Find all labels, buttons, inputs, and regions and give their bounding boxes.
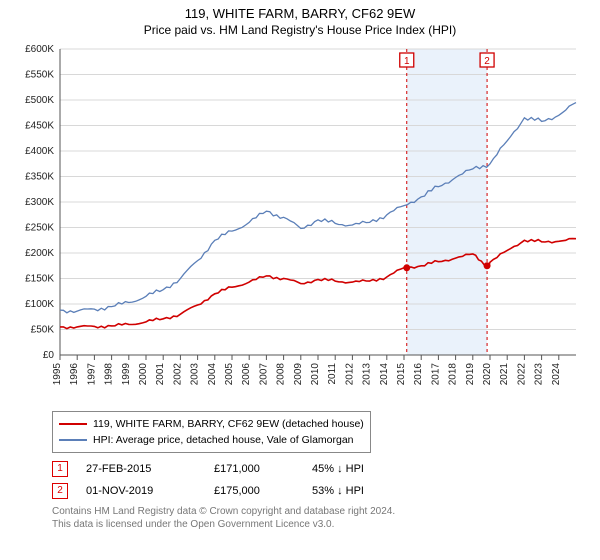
legend-label: 119, WHITE FARM, BARRY, CF62 9EW (detach…	[93, 416, 364, 432]
y-tick-label: £150K	[25, 274, 54, 285]
chart-container: £0 £50K £100K £150K £200K £250K £300K £350K £400…	[16, 45, 584, 405]
x-tick-label: 2000	[138, 363, 149, 386]
sale-price: £171,000	[214, 463, 294, 475]
x-tick-label: 2018	[448, 363, 459, 386]
y-tick-label: £550K	[25, 70, 54, 81]
x-tick-label: 2020	[482, 363, 493, 386]
y-tick-label: £450K	[25, 121, 54, 132]
sale-hpi-delta: 45% ↓ HPI	[312, 463, 412, 475]
x-tick-label: 2001	[155, 363, 166, 386]
x-tick-label: 2016	[413, 363, 424, 386]
x-tick-label: 1995	[52, 363, 63, 386]
x-tick-label: 2004	[207, 363, 218, 386]
x-tick-label: 1997	[86, 363, 97, 386]
y-tick-label: £0	[43, 350, 55, 361]
x-tick-label: 2017	[430, 363, 441, 386]
x-tick-label: 1999	[121, 363, 132, 386]
legend-label: HPI: Average price, detached house, Vale…	[93, 432, 354, 448]
legend-swatch	[59, 423, 87, 425]
y-tick-label: £100K	[25, 299, 54, 310]
x-tick-label: 2023	[534, 363, 545, 386]
legend-swatch	[59, 439, 87, 441]
y-tick-label: £350K	[25, 172, 54, 183]
y-tick-label: £200K	[25, 248, 54, 259]
attribution-line1: Contains HM Land Registry data © Crown c…	[52, 505, 584, 518]
x-tick-label: 2011	[327, 363, 338, 385]
x-tick-label: 2024	[551, 363, 562, 386]
y-tick-label: £600K	[25, 45, 54, 55]
chart-title: 119, WHITE FARM, BARRY, CF62 9EW	[0, 0, 600, 21]
x-tick-label: 2008	[276, 363, 287, 386]
x-tick-label: 2015	[396, 363, 407, 386]
y-tick-label: £50K	[31, 325, 55, 336]
sale-price: £175,000	[214, 485, 294, 497]
sale-hpi-delta: 53% ↓ HPI	[312, 485, 412, 497]
sales-list: 1 27-FEB-2015 £171,000 45% ↓ HPI 2 01-NOV-201…	[52, 461, 584, 499]
x-tick-label: 2007	[258, 363, 269, 386]
x-tick-label: 2012	[344, 363, 355, 386]
sale-marker-icon: 1	[52, 461, 68, 477]
y-tick-label: £250K	[25, 223, 54, 234]
sale-marker-icon: 2	[52, 483, 68, 499]
x-tick-label: 2006	[241, 363, 252, 386]
x-tick-label: 2013	[362, 363, 373, 386]
x-tick-label: 2022	[516, 363, 527, 386]
x-tick-label: 2010	[310, 363, 321, 386]
sale-date: 27-FEB-2015	[86, 463, 196, 475]
y-tick-label: £400K	[25, 146, 54, 157]
x-tick-label: 1998	[104, 363, 115, 386]
sale-row: 2 01-NOV-2019 £175,000 53% ↓ HPI	[52, 483, 584, 499]
x-tick-label: 2002	[172, 363, 183, 386]
sale-marker-label: 2	[484, 56, 490, 67]
x-tick-label: 2019	[465, 363, 476, 386]
series-hpi	[60, 103, 576, 313]
legend-item: 119, WHITE FARM, BARRY, CF62 9EW (detach…	[59, 416, 364, 432]
price-chart: £0 £50K £100K £150K £200K £250K £300K £350K £400…	[16, 45, 584, 405]
sale-row: 1 27-FEB-2015 £171,000 45% ↓ HPI	[52, 461, 584, 477]
attribution: Contains HM Land Registry data © Crown c…	[52, 505, 584, 531]
x-tick-label: 1996	[69, 363, 80, 386]
x-tick-label: 2005	[224, 363, 235, 386]
sale-date: 01-NOV-2019	[86, 485, 196, 497]
sale-marker-label: 1	[404, 56, 410, 67]
y-tick-label: £500K	[25, 95, 54, 106]
chart-subtitle: Price paid vs. HM Land Registry's House …	[0, 21, 600, 37]
x-tick-label: 2014	[379, 363, 390, 386]
x-tick-label: 2003	[190, 363, 201, 386]
attribution-line2: This data is licensed under the Open Gov…	[52, 518, 584, 531]
x-tick-label: 2009	[293, 363, 304, 386]
x-tick-label: 2021	[499, 363, 510, 386]
y-tick-label: £300K	[25, 197, 54, 208]
series-property	[60, 239, 576, 329]
legend: 119, WHITE FARM, BARRY, CF62 9EW (detach…	[52, 411, 371, 453]
legend-item: HPI: Average price, detached house, Vale…	[59, 432, 364, 448]
